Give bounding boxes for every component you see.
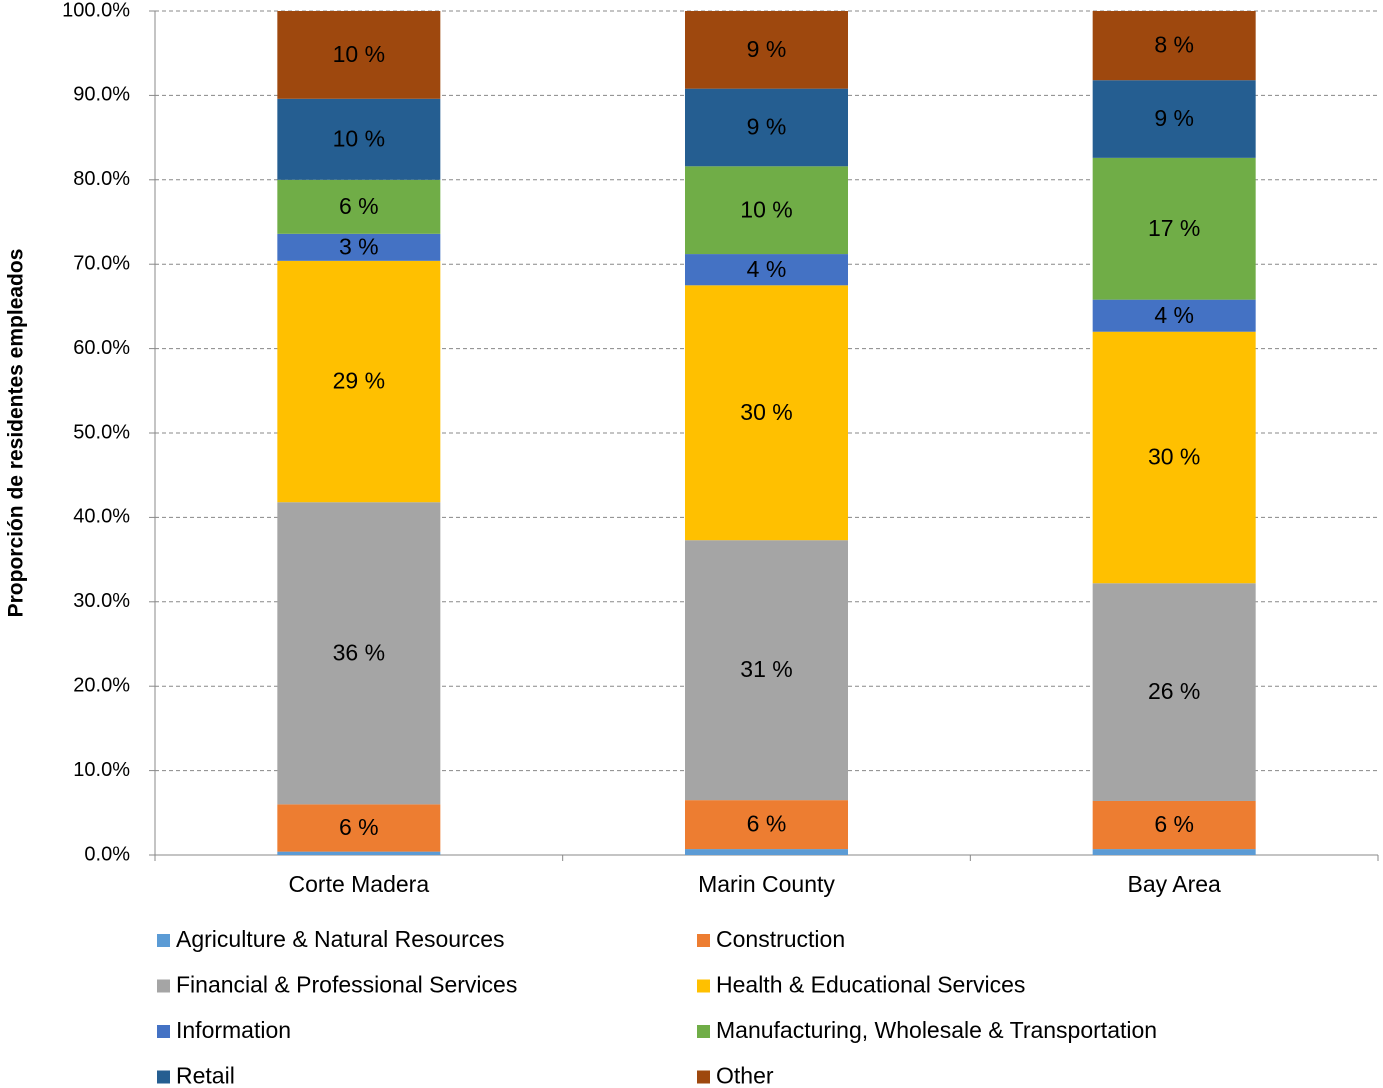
bar-segment <box>685 849 848 855</box>
legend-label: Financial & Professional Services <box>176 972 517 998</box>
data-label: 10 % <box>333 41 385 67</box>
legend-label: Retail <box>176 1063 235 1088</box>
y-axis-title: Proporción de residentes empleados <box>5 249 28 618</box>
bar-segment <box>685 285 848 541</box>
data-label: 31 % <box>740 656 792 682</box>
data-label: 36 % <box>333 639 385 665</box>
y-tick-label: 50.0% <box>73 421 130 443</box>
y-tick-label: 10.0% <box>73 759 130 781</box>
data-label: 6 % <box>747 811 787 837</box>
legend-label: Manufacturing, Wholesale & Transportatio… <box>716 1017 1157 1043</box>
bar-segment <box>685 800 848 850</box>
legend-swatch <box>697 1025 710 1038</box>
data-label: 30 % <box>1148 444 1200 470</box>
bar-segment <box>1092 849 1256 855</box>
bar-segment <box>685 11 848 89</box>
data-label: 17 % <box>1148 215 1200 241</box>
bar-segment <box>1092 800 1256 850</box>
y-tick-label: 70.0% <box>73 252 130 274</box>
data-label: 30 % <box>740 399 792 425</box>
data-label: 10 % <box>333 125 385 151</box>
bar-segment <box>685 166 848 255</box>
data-label: 4 % <box>747 256 787 282</box>
bar-segment <box>1092 583 1256 801</box>
bar-segment <box>277 233 441 261</box>
data-label: 6 % <box>339 193 379 219</box>
bar-segment <box>685 540 848 801</box>
bar-segment <box>277 98 441 180</box>
legend-label: Other <box>716 1063 774 1088</box>
legend-swatch <box>157 979 170 993</box>
legend-swatch <box>697 934 710 947</box>
bar-segment <box>277 11 441 99</box>
data-label: 10 % <box>740 196 792 222</box>
x-tick-label: Bay Area <box>1127 871 1221 897</box>
data-label: 4 % <box>1154 302 1194 328</box>
legend-label: Construction <box>716 926 845 952</box>
y-tick-label: 100.0% <box>62 0 130 21</box>
data-label: 9 % <box>747 114 787 140</box>
bar-segment <box>1092 157 1256 300</box>
x-tick-label: Corte Madera <box>289 871 430 897</box>
y-tick-label: 0.0% <box>84 843 130 865</box>
legend-label: Agriculture & Natural Resources <box>176 926 505 952</box>
y-tick-label: 40.0% <box>73 506 130 528</box>
data-label: 6 % <box>339 814 379 840</box>
y-tick-label: 20.0% <box>73 674 130 696</box>
y-tick-label: 90.0% <box>73 84 130 106</box>
bar-segment <box>1092 299 1256 332</box>
data-label: 26 % <box>1148 678 1200 704</box>
data-label: 9 % <box>747 36 787 62</box>
bar-segment <box>277 851 441 855</box>
bar-segment <box>277 179 441 234</box>
y-tick-label: 60.0% <box>73 337 130 359</box>
legend-label: Health & Educational Services <box>716 972 1025 998</box>
bar-segment <box>685 88 848 167</box>
x-tick-label: Marin County <box>698 871 835 897</box>
legend-label: Information <box>176 1017 291 1043</box>
bar-segment <box>277 804 441 852</box>
bar-segment <box>277 502 441 805</box>
bar-segment <box>277 260 441 503</box>
data-label: 9 % <box>1154 105 1194 131</box>
data-label: 8 % <box>1154 32 1194 58</box>
bar-segment <box>1092 11 1256 81</box>
bar-segment <box>1092 331 1256 584</box>
data-label: 3 % <box>339 233 379 259</box>
data-label: 6 % <box>1154 811 1194 837</box>
legend-swatch <box>157 934 170 947</box>
y-tick-label: 80.0% <box>73 168 130 190</box>
bar-segment <box>685 254 848 286</box>
legend-swatch <box>157 1070 170 1084</box>
legend-swatch <box>697 979 710 993</box>
y-tick-label: 30.0% <box>73 590 130 612</box>
legend-swatch <box>697 1070 710 1084</box>
legend-swatch <box>157 1025 170 1038</box>
data-label: 29 % <box>333 368 385 394</box>
bar-segment <box>1092 80 1256 158</box>
